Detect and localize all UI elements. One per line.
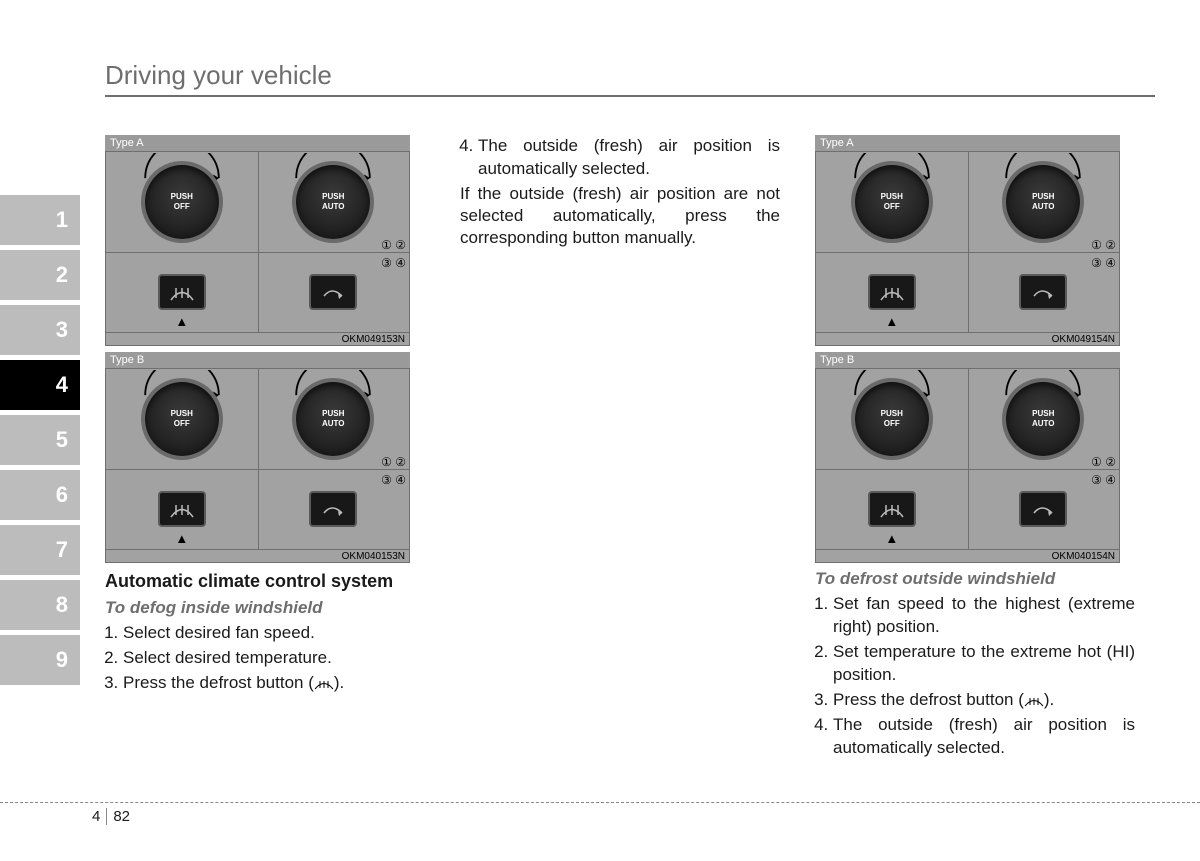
defrost-icon bbox=[879, 282, 905, 302]
figure-code: OKM040154N bbox=[815, 550, 1120, 563]
page-number: 4 82 bbox=[92, 808, 130, 825]
footer-rule bbox=[0, 802, 1200, 803]
section-heading: Automatic climate control system bbox=[105, 571, 425, 592]
defog-steps-continued: The outside (fresh) air position is auto… bbox=[460, 135, 780, 181]
page-header: Driving your vehicle bbox=[105, 60, 1155, 97]
section-subheading: To defrost outside windshield bbox=[815, 569, 1135, 589]
content-columns: Type A PUSH OFF bbox=[105, 135, 1155, 762]
tab-2[interactable]: 2 bbox=[0, 250, 80, 300]
figure-markers-12: ① ② bbox=[1091, 238, 1116, 252]
temp-knob: PUSHAUTO bbox=[1006, 165, 1080, 239]
step-2: Select desired temperature. bbox=[123, 647, 425, 670]
figure-code: OKM049154N bbox=[815, 333, 1120, 346]
step-2: Set temperature to the extreme hot (HI) … bbox=[833, 641, 1135, 687]
tab-3[interactable]: 3 bbox=[0, 305, 80, 355]
fan-knob: PUSHOFF bbox=[855, 165, 929, 239]
figure-code: OKM049153N bbox=[105, 333, 410, 346]
defrost-icon bbox=[169, 282, 195, 302]
column-right: Type A PUSHOFF PUSHAUTO bbox=[815, 135, 1135, 762]
tab-6[interactable]: 6 bbox=[0, 470, 80, 520]
recirc-button bbox=[309, 491, 357, 527]
front-defrost-button bbox=[868, 491, 916, 527]
recirc-button bbox=[309, 274, 357, 310]
figure-markers-12: ① ② bbox=[381, 455, 406, 469]
figure-markers-12: ① ② bbox=[1091, 455, 1116, 469]
front-defrost-button bbox=[158, 274, 206, 310]
figure-left-type-a: Type A PUSH OFF bbox=[105, 135, 410, 346]
recirc-icon bbox=[320, 499, 346, 519]
figure-markers-34: ③ ④ bbox=[381, 256, 406, 270]
recirc-button bbox=[1019, 274, 1067, 310]
tab-8[interactable]: 8 bbox=[0, 580, 80, 630]
tab-5[interactable]: 5 bbox=[0, 415, 80, 465]
fan-knob: PUSH OFF bbox=[145, 165, 219, 239]
recirc-icon bbox=[1030, 282, 1056, 302]
tab-9[interactable]: 9 bbox=[0, 635, 80, 685]
tab-1[interactable]: 1 bbox=[0, 195, 80, 245]
temp-knob: PUSHAUTO bbox=[1006, 382, 1080, 456]
step-3: Press the defrost button (). bbox=[123, 672, 425, 695]
front-defrost-button bbox=[158, 491, 206, 527]
tab-7[interactable]: 7 bbox=[0, 525, 80, 575]
figure-markers-34: ③ ④ bbox=[1091, 473, 1116, 487]
step-4: The outside (fresh) air position is auto… bbox=[833, 714, 1135, 760]
figure-code: OKM040153N bbox=[105, 550, 410, 563]
chapter-number: 4 bbox=[92, 808, 107, 825]
figure-type-label: Type A bbox=[105, 135, 410, 151]
figure-markers-34: ③ ④ bbox=[381, 473, 406, 487]
up-arrow-icon: ▲ bbox=[885, 531, 898, 546]
figure-right-type-b: Type B PUSHOFF PUSHAUTO bbox=[815, 352, 1120, 563]
figure-grid: PUSH OFF PUSH AUTO bbox=[105, 368, 410, 550]
figure-markers-12: ① ② bbox=[381, 238, 406, 252]
page-title: Driving your vehicle bbox=[105, 60, 1155, 91]
figure-type-label: Type B bbox=[815, 352, 1120, 368]
up-arrow-icon: ▲ bbox=[175, 531, 188, 546]
figure-grid: PUSH OFF PUSH AUTO bbox=[105, 151, 410, 333]
defrost-icon bbox=[314, 677, 334, 691]
page-num: 82 bbox=[113, 808, 130, 825]
step-1: Set fan speed to the highest (extreme ri… bbox=[833, 593, 1135, 639]
figure-type-label: Type B bbox=[105, 352, 410, 368]
figure-grid: PUSHOFF PUSHAUTO ▲ bbox=[815, 151, 1120, 333]
recirc-icon bbox=[320, 282, 346, 302]
section-tabs: 1 2 3 4 5 6 7 8 9 bbox=[0, 195, 80, 690]
fan-knob: PUSH OFF bbox=[145, 382, 219, 456]
defrost-icon bbox=[879, 499, 905, 519]
defrost-icon bbox=[169, 499, 195, 519]
tab-4[interactable]: 4 bbox=[0, 360, 80, 410]
step-3: Press the defrost button (). bbox=[833, 689, 1135, 712]
up-arrow-icon: ▲ bbox=[885, 314, 898, 329]
figure-grid: PUSHOFF PUSHAUTO ▲ bbox=[815, 368, 1120, 550]
body-paragraph: If the outside (fresh) air position are … bbox=[460, 183, 780, 249]
column-middle: The outside (fresh) air position is auto… bbox=[460, 135, 780, 762]
temp-knob: PUSH AUTO bbox=[296, 382, 370, 456]
figure-left-type-b: Type B PUSH OFF bbox=[105, 352, 410, 563]
figure-markers-34: ③ ④ bbox=[1091, 256, 1116, 270]
step-4: The outside (fresh) air position is auto… bbox=[478, 135, 780, 181]
section-subheading: To defog inside windshield bbox=[105, 598, 425, 618]
figure-type-label: Type A bbox=[815, 135, 1120, 151]
recirc-button bbox=[1019, 491, 1067, 527]
step-1: Select desired fan speed. bbox=[123, 622, 425, 645]
front-defrost-button bbox=[868, 274, 916, 310]
defog-steps: Select desired fan speed. Select desired… bbox=[105, 622, 425, 695]
defrost-steps: Set fan speed to the highest (extreme ri… bbox=[815, 593, 1135, 760]
recirc-icon bbox=[1030, 499, 1056, 519]
up-arrow-icon: ▲ bbox=[175, 314, 188, 329]
temp-knob: PUSH AUTO bbox=[296, 165, 370, 239]
figure-right-type-a: Type A PUSHOFF PUSHAUTO bbox=[815, 135, 1120, 346]
header-rule bbox=[105, 95, 1155, 97]
defrost-icon bbox=[1024, 694, 1044, 708]
column-left: Type A PUSH OFF bbox=[105, 135, 425, 762]
fan-knob: PUSHOFF bbox=[855, 382, 929, 456]
